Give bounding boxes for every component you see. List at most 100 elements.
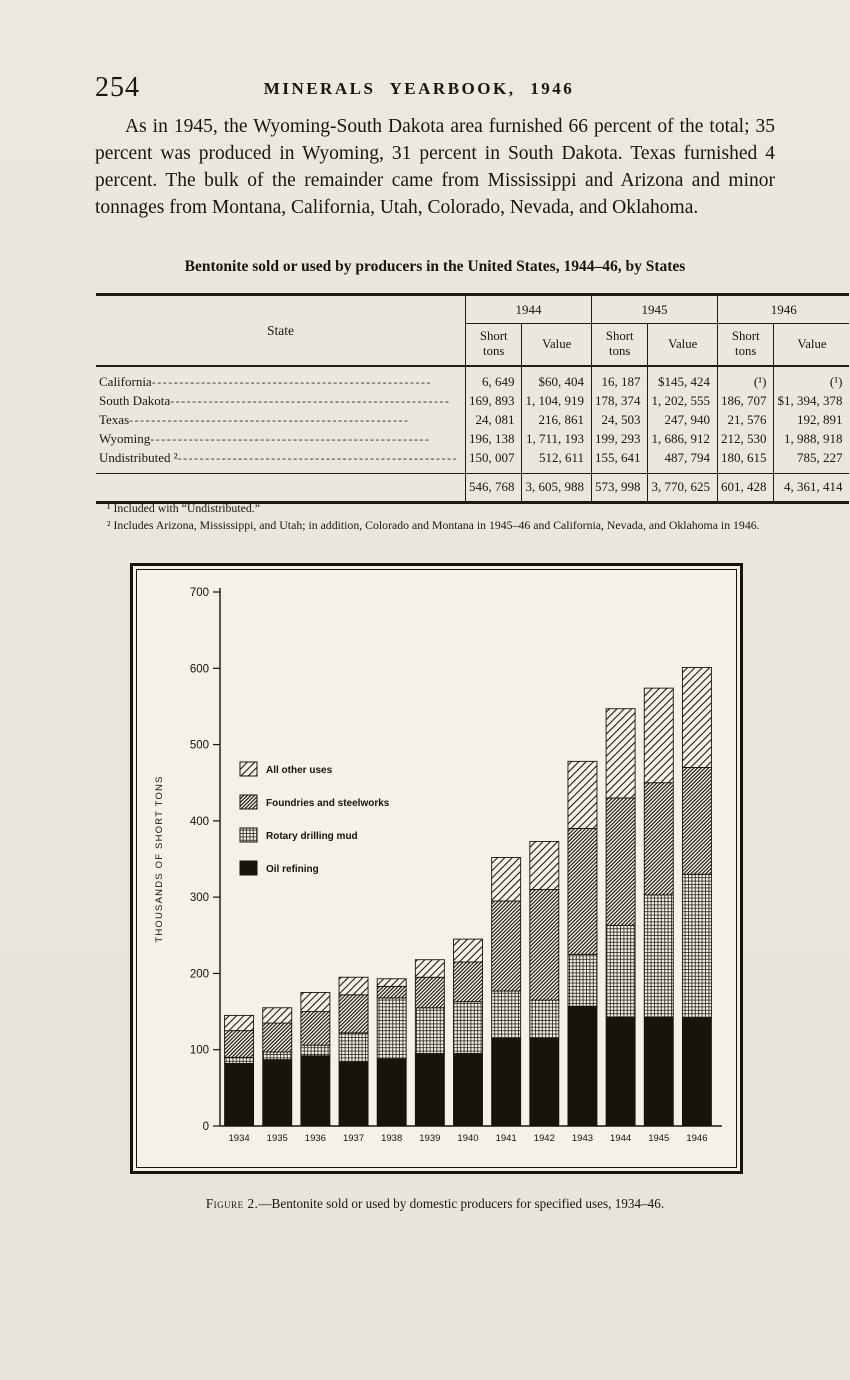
bar-segment bbox=[452, 1053, 483, 1127]
bar-segment bbox=[681, 1017, 712, 1127]
state-label: Wyoming bbox=[99, 431, 151, 446]
bar-segment bbox=[338, 1061, 368, 1127]
value-cell: 186, 707 bbox=[716, 391, 774, 411]
table-footnotes: ¹ Included with “Undistributed.” ² Includ… bbox=[95, 500, 779, 533]
bar-segment bbox=[681, 667, 712, 768]
bar-segment bbox=[376, 997, 407, 1060]
x-tick-label: 1939 bbox=[419, 1133, 440, 1144]
value-cell: 6, 649 bbox=[464, 366, 522, 392]
state-label: Texas bbox=[99, 412, 130, 427]
bar-segment bbox=[223, 1056, 254, 1064]
subheader-value: Value bbox=[773, 323, 850, 367]
bar-segment bbox=[414, 976, 445, 1009]
value-cell: 1, 988, 918 bbox=[773, 429, 850, 449]
x-tick-label: 1944 bbox=[610, 1133, 631, 1144]
legend-swatch bbox=[239, 827, 257, 843]
table-sub-header-row: Short tons Value Short tons Value Short … bbox=[96, 323, 850, 367]
y-tick-label: 600 bbox=[189, 663, 208, 675]
value-cell: 247, 940 bbox=[647, 410, 718, 430]
bar-segment bbox=[643, 894, 674, 1018]
x-tick-label: 1938 bbox=[381, 1133, 402, 1144]
bar-segment bbox=[681, 873, 712, 1019]
value-cell: $60, 404 bbox=[521, 366, 592, 392]
state-cell: Wyoming bbox=[96, 430, 465, 449]
leader-dashes bbox=[129, 412, 458, 428]
subheader-short-tons: Short tons bbox=[464, 323, 522, 367]
bar-segment bbox=[452, 961, 483, 1003]
legend-label: Rotary drilling mud bbox=[266, 831, 358, 842]
leader-dashes bbox=[152, 374, 458, 390]
y-tick-label: 500 bbox=[189, 740, 208, 752]
state-label: California bbox=[99, 374, 152, 389]
bar-segment bbox=[261, 1007, 292, 1024]
value-cell: 199, 293 bbox=[590, 429, 648, 449]
bar-segment bbox=[299, 1055, 330, 1127]
legend-label: Oil refining bbox=[266, 864, 319, 875]
total-value-cell: 573, 998 bbox=[590, 473, 648, 503]
figure-caption-text: —Bentonite sold or used by domestic prod… bbox=[258, 1196, 665, 1211]
x-tick-label: 1934 bbox=[228, 1133, 249, 1144]
legend-swatch bbox=[239, 860, 257, 876]
state-label: Undistributed ² bbox=[99, 450, 178, 465]
y-axis-title: THOUSANDS OF SHORT TONS bbox=[154, 775, 165, 942]
body-paragraph: As in 1945, the Wyoming-South Dakota are… bbox=[95, 116, 775, 218]
value-cell: 487, 794 bbox=[647, 448, 718, 474]
bar-segment bbox=[414, 959, 445, 978]
bar-segment bbox=[376, 978, 407, 987]
total-value-cell: 546, 768 bbox=[464, 473, 522, 503]
value-cell: 21, 576 bbox=[716, 410, 774, 430]
y-tick-label: 400 bbox=[189, 816, 208, 828]
page-number: 254 bbox=[95, 72, 140, 103]
value-cell: 196, 138 bbox=[464, 429, 522, 449]
bar-segment bbox=[299, 1044, 330, 1057]
value-cell: 180, 615 bbox=[716, 448, 774, 474]
leader-dashes bbox=[150, 431, 458, 447]
bar-segment bbox=[261, 1022, 292, 1053]
table-title: Bentonite sold or used by producers in t… bbox=[184, 258, 686, 275]
value-cell: 512, 611 bbox=[521, 448, 592, 474]
value-cell: (¹) bbox=[716, 366, 774, 392]
y-tick-label: 0 bbox=[202, 1121, 208, 1133]
value-cell: 212, 530 bbox=[716, 429, 774, 449]
value-cell: (¹) bbox=[773, 366, 850, 392]
bar-segment bbox=[299, 992, 330, 1013]
bar-segment bbox=[376, 1058, 407, 1127]
value-cell: 150, 007 bbox=[464, 448, 522, 474]
bar-segment bbox=[338, 994, 368, 1034]
x-tick-label: 1937 bbox=[342, 1133, 363, 1144]
bar-segment bbox=[643, 687, 674, 784]
legend-label: Foundries and steelworks bbox=[266, 798, 390, 809]
y-tick-label: 200 bbox=[189, 968, 208, 980]
bar-segment bbox=[605, 924, 636, 1018]
bar-segment bbox=[223, 1063, 254, 1127]
legend-swatch bbox=[239, 761, 257, 777]
value-cell: 169, 893 bbox=[464, 391, 522, 411]
y-tick-label: 700 bbox=[189, 587, 208, 599]
state-cell: Texas bbox=[96, 411, 465, 430]
value-cell: 24, 503 bbox=[590, 410, 648, 430]
value-cell: $1, 394, 378 bbox=[773, 391, 850, 411]
total-value-cell: 4, 361, 414 bbox=[773, 473, 850, 503]
bar-segment bbox=[376, 985, 407, 999]
figure-caption: Figure 2.—Bentonite sold or used by dome… bbox=[95, 1196, 775, 1212]
y-tick-label: 100 bbox=[189, 1045, 208, 1057]
bar-segment bbox=[567, 828, 597, 955]
page-header: 254 MINERALS YEARBOOK, 1946 bbox=[95, 72, 773, 108]
value-cell: 785, 227 bbox=[773, 448, 850, 474]
year-header-1946: 1946 bbox=[716, 294, 850, 324]
bar-segment bbox=[567, 760, 597, 829]
bar-segment bbox=[299, 1011, 330, 1046]
subheader-short-tons: Short tons bbox=[590, 323, 648, 367]
footnote: ¹ Included with “Undistributed.” bbox=[107, 501, 260, 515]
value-cell: $145, 424 bbox=[647, 366, 718, 392]
bar-segment bbox=[490, 900, 521, 992]
total-value-cell: 601, 428 bbox=[716, 473, 774, 503]
bar-segment bbox=[528, 1037, 559, 1127]
figure-frame: 0 100 200 300 400 500 600 700 THOUSANDS OF SHORT… bbox=[130, 563, 743, 1174]
state-cell: Undistributed ² bbox=[96, 449, 465, 474]
